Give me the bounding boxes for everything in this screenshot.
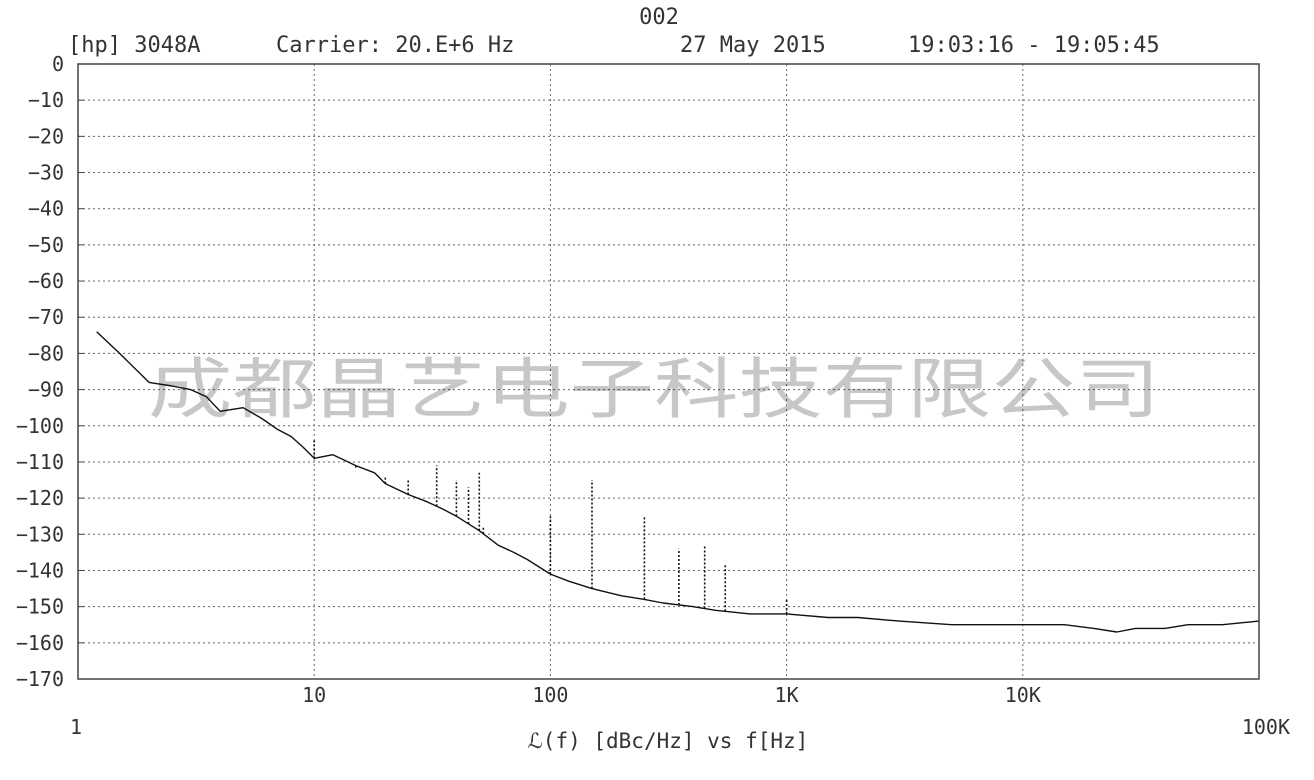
time-range-label: 19:03:16 - 19:05:45 [908,33,1160,58]
y-tick-label: −140 [16,558,64,582]
y-tick-label: 0 [52,52,64,76]
x-tick-labels: 1 10 100 1K 10K 100K [70,683,1290,739]
y-tick-label: −40 [28,197,64,221]
y-tick-label: −70 [28,305,64,329]
plot-grid [78,64,1259,679]
y-tick-label: −100 [16,414,64,438]
y-tick-label: −10 [28,88,64,112]
plot-number: 002 [639,5,679,30]
y-tick-label: −80 [28,341,64,365]
date-label: 27 May 2015 [680,33,826,58]
phase-noise-line [96,331,1260,633]
y-tick-labels: 0 −10 −20 −30 −40 −50 −60 −70 −80 −90 −100 −110 −120… [16,52,84,691]
y-tick-label: −170 [16,667,64,691]
y-tick-label: −110 [16,450,64,474]
plot-frame [77,63,1260,680]
y-tick-label: −90 [28,378,64,402]
x-axis-label: ℒ(f) [dBc/Hz] vs f[Hz] [528,729,809,753]
y-tick-label: −150 [16,595,64,619]
instrument-label: [hp] 3048A [68,33,200,58]
x-tick-label: 1K [775,683,799,707]
x-tick-label: 10 [302,683,326,707]
y-tick-label: −50 [28,233,64,257]
watermark-text: 成都晶艺电子科技有限公司 [148,351,1160,428]
y-tick-label: −160 [16,631,64,655]
data-series [96,331,1260,633]
spur-markers [313,440,788,614]
y-tick-label: −60 [28,269,64,293]
y-tick-label: −120 [16,486,64,510]
x-tick-label: 1 [70,715,82,739]
x-tick-label: 100K [1242,715,1290,739]
y-tick-label: −30 [28,161,64,185]
x-tick-label: 100 [532,683,568,707]
y-tick-label: −20 [28,124,64,148]
x-tick-label: 10K [1005,683,1041,707]
carrier-label: Carrier: 20.E+6 Hz [276,33,514,58]
y-tick-label: −130 [16,522,64,546]
